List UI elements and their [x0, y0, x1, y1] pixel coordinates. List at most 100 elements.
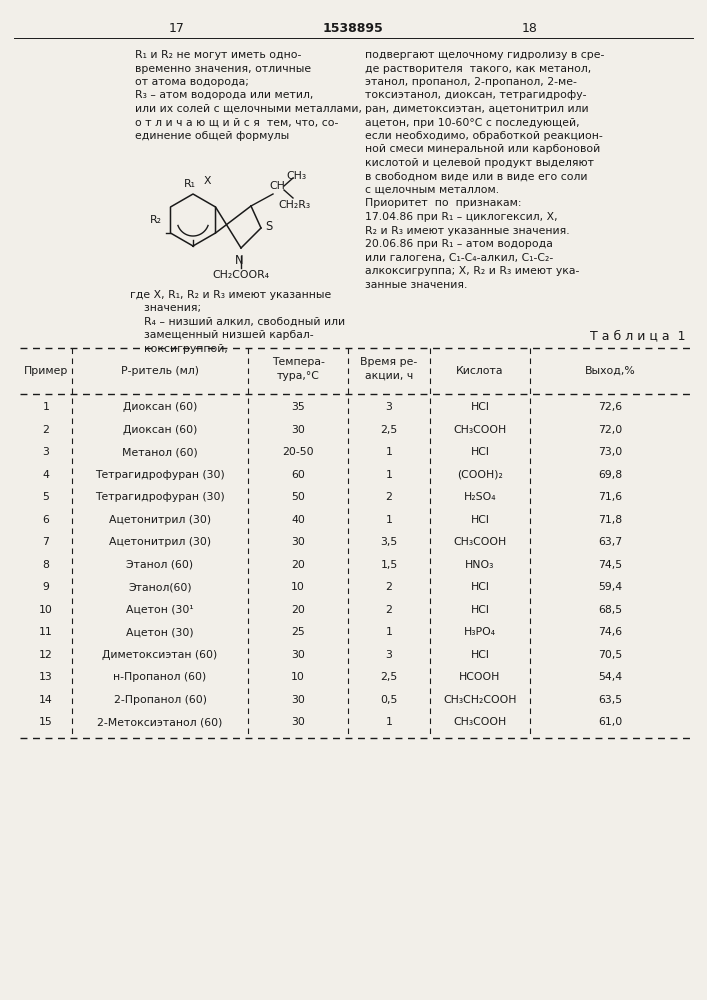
Text: 1538895: 1538895	[322, 22, 383, 35]
Text: 20.06.86 при R₁ – атом водорода: 20.06.86 при R₁ – атом водорода	[365, 239, 553, 249]
Text: 68,5: 68,5	[598, 605, 622, 615]
Text: 2-Пропанол (60): 2-Пропанол (60)	[114, 695, 206, 705]
Text: де растворителя  такого, как метанол,: де растворителя такого, как метанол,	[365, 64, 591, 74]
Text: 0,5: 0,5	[380, 695, 397, 705]
Text: если необходимо, обработкой реакцион-: если необходимо, обработкой реакцион-	[365, 131, 603, 141]
Text: 1,5: 1,5	[380, 560, 397, 570]
Text: коксигруппой,: коксигруппой,	[130, 344, 228, 354]
Text: HCl: HCl	[471, 515, 489, 525]
Text: 35: 35	[291, 402, 305, 412]
Text: Тетрагидрофуран (30): Тетрагидрофуран (30)	[95, 470, 225, 480]
Text: 71,8: 71,8	[598, 515, 622, 525]
Text: 40: 40	[291, 515, 305, 525]
Text: 2-Метоксиэтанол (60): 2-Метоксиэтанол (60)	[98, 717, 223, 727]
Text: 73,0: 73,0	[598, 447, 622, 457]
Text: 11: 11	[39, 627, 53, 637]
Text: значения;: значения;	[130, 304, 201, 314]
Text: Диоксан (60): Диоксан (60)	[123, 425, 197, 435]
Text: Выход,%: Выход,%	[585, 366, 636, 376]
Text: 20-50: 20-50	[282, 447, 314, 457]
Text: 63,5: 63,5	[598, 695, 622, 705]
Text: (COOH)₂: (COOH)₂	[457, 470, 503, 480]
Text: 3: 3	[385, 650, 392, 660]
Text: Метанол (60): Метанол (60)	[122, 447, 198, 457]
Text: 1: 1	[385, 717, 392, 727]
Text: R₂: R₂	[150, 215, 162, 225]
Text: HCOOH: HCOOH	[460, 672, 501, 682]
Text: CH₃: CH₃	[286, 171, 306, 181]
Text: HCl: HCl	[471, 650, 489, 660]
Text: Ацетонитрил (30): Ацетонитрил (30)	[109, 515, 211, 525]
Text: HCl: HCl	[471, 605, 489, 615]
Text: HCl: HCl	[471, 447, 489, 457]
Text: 69,8: 69,8	[598, 470, 622, 480]
Text: 30: 30	[291, 537, 305, 547]
Text: 30: 30	[291, 650, 305, 660]
Text: Диметоксиэтан (60): Диметоксиэтан (60)	[103, 650, 218, 660]
Text: 7: 7	[42, 537, 49, 547]
Text: X: X	[203, 176, 211, 186]
Text: временно значения, отличные: временно значения, отличные	[135, 64, 311, 74]
Text: н-Пропанол (60): н-Пропанол (60)	[113, 672, 206, 682]
Text: 1: 1	[385, 470, 392, 480]
Text: где X, R₁, R₂ и R₃ имеют указанные: где X, R₁, R₂ и R₃ имеют указанные	[130, 290, 332, 300]
Text: тура,°C: тура,°C	[276, 371, 320, 381]
Text: 30: 30	[291, 425, 305, 435]
Text: 54,4: 54,4	[598, 672, 622, 682]
Text: или их солей с щелочными металлами,: или их солей с щелочными металлами,	[135, 104, 362, 114]
Text: 61,0: 61,0	[598, 717, 622, 727]
Text: ран, диметоксиэтан, ацетонитрил или: ран, диметоксиэтан, ацетонитрил или	[365, 104, 589, 114]
Text: Кислота: Кислота	[456, 366, 504, 376]
Text: 59,4: 59,4	[598, 582, 622, 592]
Text: токсиэтанол, диоксан, тетрагидрофу-: токсиэтанол, диоксан, тетрагидрофу-	[365, 91, 587, 101]
Text: 3: 3	[42, 447, 49, 457]
Text: 8: 8	[42, 560, 49, 570]
Text: Приоритет  по  признакам:: Приоритет по признакам:	[365, 198, 522, 209]
Text: Пример: Пример	[24, 366, 68, 376]
Text: 10: 10	[291, 672, 305, 682]
Text: R₃ – атом водорода или метил,: R₃ – атом водорода или метил,	[135, 91, 313, 101]
Text: HCl: HCl	[471, 402, 489, 412]
Text: от атома водорода;: от атома водорода;	[135, 77, 249, 87]
Text: 50: 50	[291, 492, 305, 502]
Text: 2: 2	[385, 605, 392, 615]
Text: Темпера-: Темпера-	[271, 357, 325, 367]
Text: ной смеси минеральной или карбоновой: ной смеси минеральной или карбоновой	[365, 144, 600, 154]
Text: 25: 25	[291, 627, 305, 637]
Text: Т а б л и ц а  1: Т а б л и ц а 1	[590, 329, 685, 342]
Text: Тетрагидрофуран (30): Тетрагидрофуран (30)	[95, 492, 225, 502]
Text: с щелочным металлом.: с щелочным металлом.	[365, 185, 499, 195]
Text: N: N	[235, 254, 243, 267]
Text: 2: 2	[42, 425, 49, 435]
Text: CH₂COOR₄: CH₂COOR₄	[212, 270, 269, 280]
Text: 1: 1	[42, 402, 49, 412]
Text: Время ре-: Время ре-	[361, 357, 418, 367]
Text: 60: 60	[291, 470, 305, 480]
Text: CH: CH	[269, 181, 285, 191]
Text: CH₃COOH: CH₃COOH	[453, 425, 507, 435]
Text: 20: 20	[291, 605, 305, 615]
Text: 14: 14	[39, 695, 53, 705]
Text: CH₃COOH: CH₃COOH	[453, 717, 507, 727]
Text: 18: 18	[522, 22, 538, 35]
Text: этанол, пропанол, 2-пропанол, 2-ме-: этанол, пропанол, 2-пропанол, 2-ме-	[365, 77, 577, 87]
Text: R₁: R₁	[184, 179, 196, 189]
Text: 6: 6	[42, 515, 49, 525]
Text: H₃PO₄: H₃PO₄	[464, 627, 496, 637]
Text: Этанол(60): Этанол(60)	[128, 582, 192, 592]
Text: H₂SO₄: H₂SO₄	[464, 492, 496, 502]
Text: подвергают щелочному гидролизу в сре-: подвергают щелочному гидролизу в сре-	[365, 50, 604, 60]
Text: 72,0: 72,0	[598, 425, 622, 435]
Text: 1: 1	[385, 515, 392, 525]
Text: 74,5: 74,5	[598, 560, 622, 570]
Text: 30: 30	[291, 695, 305, 705]
Text: HCl: HCl	[471, 582, 489, 592]
Text: в свободном виде или в виде его соли: в свободном виде или в виде его соли	[365, 172, 588, 182]
Text: R₄ – низший алкил, свободный или: R₄ – низший алкил, свободный или	[130, 317, 345, 327]
Text: акции, ч: акции, ч	[365, 371, 413, 381]
Text: или галогена, C₁-C₄-алкил, C₁-C₂-: или галогена, C₁-C₄-алкил, C₁-C₂-	[365, 252, 554, 262]
Text: 72,6: 72,6	[598, 402, 622, 412]
Text: 10: 10	[291, 582, 305, 592]
Text: 5: 5	[42, 492, 49, 502]
Text: Р-ритель (мл): Р-ритель (мл)	[121, 366, 199, 376]
